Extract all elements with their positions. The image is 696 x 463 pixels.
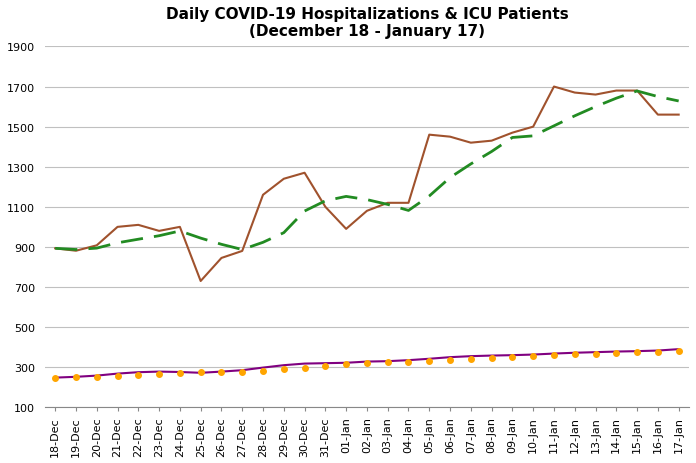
Title: Daily COVID-19 Hospitalizations & ICU Patients
(December 18 - January 17): Daily COVID-19 Hospitalizations & ICU Pa… bbox=[166, 7, 569, 39]
